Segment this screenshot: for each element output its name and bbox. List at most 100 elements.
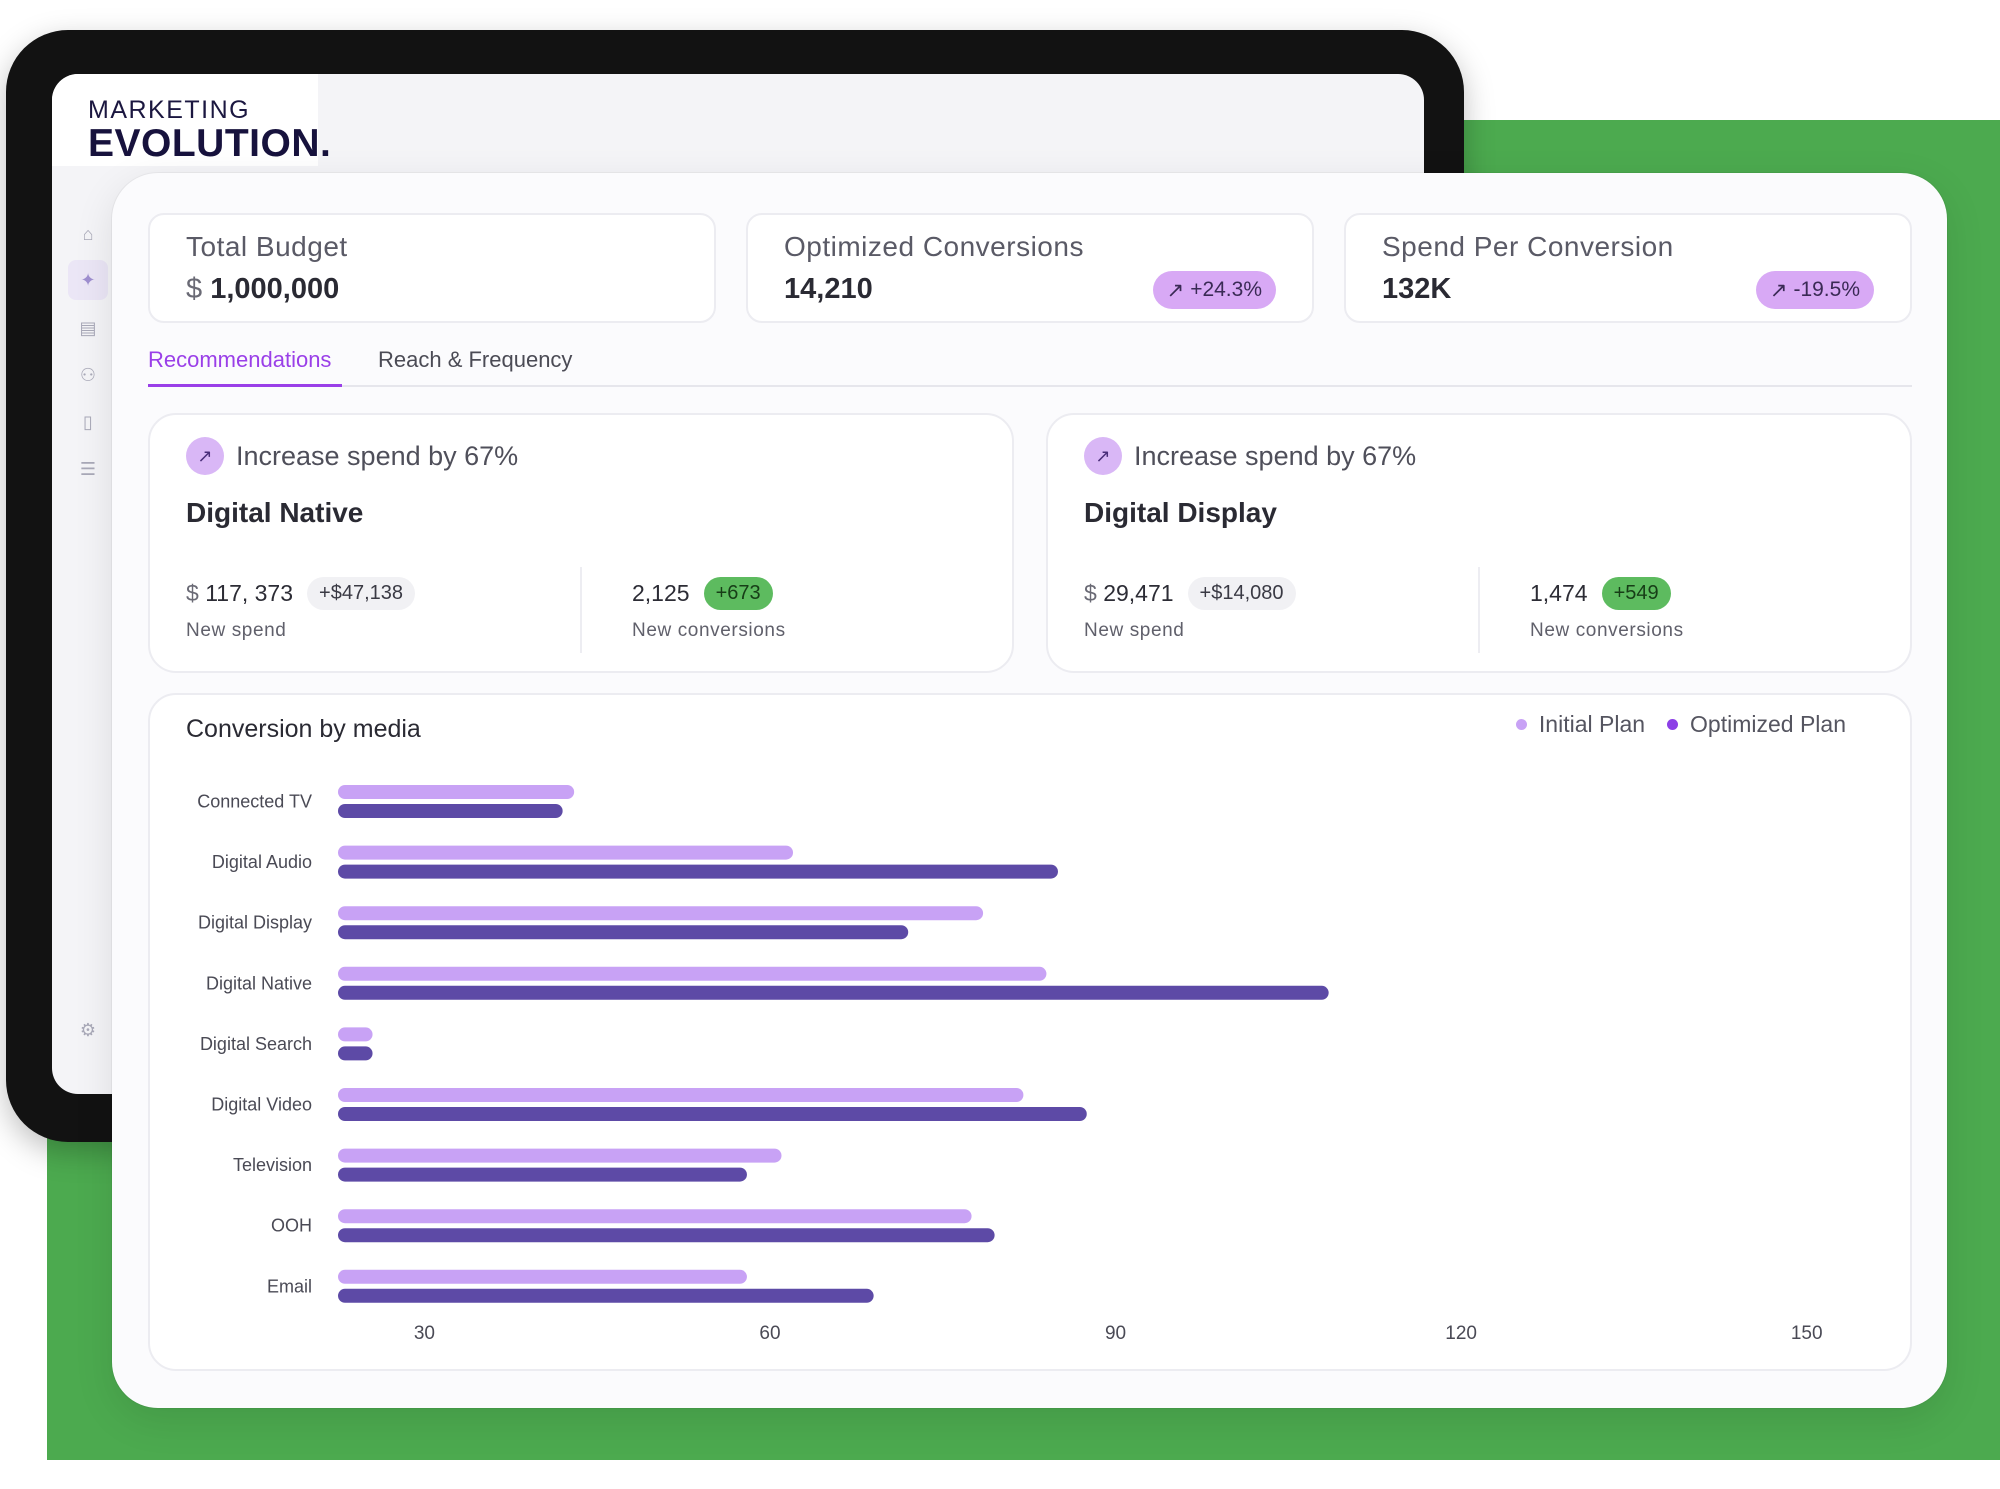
bar-optimized-digital-audio[interactable] [338, 864, 1058, 879]
bar-initial-television[interactable] [338, 1148, 782, 1163]
kpi-amount: 1,000,000 [210, 273, 340, 305]
new-spend-stat: $ 29,471 +$14,080 New spend [1084, 577, 1296, 642]
sparkle-icon[interactable]: ✦ [68, 260, 108, 300]
recommendation-headline: Increase spend by 67% [1134, 440, 1417, 471]
gear-icon[interactable]: ⚙ [79, 1019, 97, 1040]
conversions-delta-chip: +549 [1601, 577, 1671, 610]
stat-row: $ 117, 373 +$47,138 [186, 577, 415, 610]
document-icon[interactable]: ▯ [83, 411, 93, 432]
new-conversions-stat: 2,125 +673 New conversions [632, 577, 786, 642]
divider [580, 567, 582, 653]
recommendation-card-digital-display: ↗ Increase spend by 67% Digital Display … [1046, 413, 1912, 673]
tab-bar: Recommendations Reach & Frequency [148, 333, 1912, 387]
bar-optimized-digital-video[interactable] [338, 1107, 1087, 1121]
kpi-value: 14,210 [784, 273, 873, 305]
bar-initial-digital-audio[interactable] [338, 845, 794, 860]
legend-optimized-plan[interactable]: Optimized Plan [1667, 711, 1846, 738]
bar-initial-ooh[interactable] [338, 1209, 972, 1224]
kpi-spend-per-conversion: Spend Per Conversion 132K ↗ -19.5% [1344, 213, 1912, 323]
category-label: Connected TV [197, 792, 312, 812]
currency-symbol: $ [1084, 580, 1097, 606]
spend-value: $ 29,471 [1084, 580, 1174, 607]
bar-initial-email[interactable] [338, 1269, 747, 1284]
trend-up-icon: ↗ [186, 437, 224, 475]
sidebar: ⌂ ✦ ▤ ⚇ ▯ ☰ ⚙ [68, 214, 108, 1094]
logo-wordmark: EVOLUTION [88, 122, 321, 165]
bar-optimized-digital-search[interactable] [338, 1046, 373, 1061]
home-icon[interactable]: ⌂ [82, 223, 94, 244]
recommendation-header: ↗ Increase spend by 67% [186, 437, 518, 475]
stat-label: New spend [1084, 620, 1185, 641]
kpi-optimized-conversions: Optimized Conversions 14,210 ↗ +24.3% [746, 213, 1314, 323]
database-icon[interactable]: ☰ [79, 458, 97, 479]
kpi-title: Total Budget [186, 231, 348, 262]
chart-legend: Initial Plan Optimized Plan [1515, 711, 1846, 738]
stat-label: New conversions [632, 620, 786, 641]
stat-row: 2,125 +673 [632, 577, 786, 610]
category-label: Television [233, 1155, 312, 1175]
category-label: Digital Native [206, 973, 312, 993]
tab-recommendations[interactable]: Recommendations [148, 347, 331, 373]
x-tick-label: 60 [759, 1323, 780, 1344]
channel-name: Digital Display [1084, 497, 1277, 528]
change-value: -19.5% [1793, 278, 1860, 301]
kpi-title: Spend Per Conversion [1382, 231, 1674, 262]
spend-delta-chip: +$14,080 [1187, 577, 1296, 610]
dashboard-card: Total Budget $ 1,000,000 Optimized Conve… [112, 173, 1947, 1408]
legend-label: Initial Plan [1538, 711, 1646, 737]
bar-initial-connected-tv[interactable] [338, 785, 575, 799]
change-badge: ↗ -19.5% [1755, 271, 1874, 309]
divider [1478, 567, 1480, 653]
new-spend-stat: $ 117, 373 +$47,138 New spend [186, 577, 415, 642]
recommendation-headline: Increase spend by 67% [236, 440, 519, 471]
bar-optimized-digital-display[interactable] [338, 925, 909, 940]
logo-line-1: MARKETING [88, 96, 251, 124]
logo-line-2: EVOLUTION. [88, 122, 331, 166]
active-tab-indicator [148, 384, 342, 387]
chart-icon[interactable]: ▤ [79, 317, 97, 338]
bar-initial-digital-video[interactable] [338, 1088, 1024, 1102]
logo-dot: . [320, 122, 332, 165]
change-badge: ↗ +24.3% [1152, 271, 1276, 309]
bar-chart-svg: Connected TV Digital Audio Digital Display… [197, 785, 1823, 1344]
kpi-value: 132K [1382, 273, 1452, 305]
category-label: Digital Display [198, 913, 312, 933]
legend-label: Optimized Plan [1690, 711, 1846, 737]
category-label: Digital Audio [212, 852, 312, 872]
currency-symbol: $ [186, 273, 203, 305]
legend-dot-initial [1515, 719, 1527, 730]
spend-value: $ 117, 373 [186, 580, 293, 607]
tab-label: Reach & Frequency [378, 347, 573, 372]
chart-title: Conversion by media [186, 715, 421, 743]
bar-optimized-digital-native[interactable] [338, 985, 1329, 1000]
spend-amount: 29,471 [1103, 580, 1174, 606]
currency-symbol: $ [186, 580, 199, 606]
spend-delta-chip: +$47,138 [307, 577, 415, 610]
kpi-value: $ 1,000,000 [186, 273, 339, 306]
bar-initial-digital-search[interactable] [338, 1027, 373, 1042]
bar-optimized-email[interactable] [338, 1288, 874, 1303]
trend-up-icon: ↗ [1769, 278, 1788, 302]
stat-label: New spend [186, 620, 287, 641]
legend-dot-optimized [1667, 719, 1679, 730]
conversion-by-media-chart: Conversion by media Initial Plan Optimiz… [148, 693, 1912, 1371]
users-icon[interactable]: ⚇ [79, 364, 97, 385]
recommendation-card-digital-native: ↗ Increase spend by 67% Digital Native $… [148, 413, 1014, 673]
bar-optimized-television[interactable] [338, 1167, 747, 1182]
stat-row: 1,474 +549 [1530, 577, 1684, 610]
bar-optimized-ooh[interactable] [338, 1228, 995, 1243]
kpi-total-budget: Total Budget $ 1,000,000 [148, 213, 716, 323]
legend-initial-plan[interactable]: Initial Plan [1515, 711, 1646, 738]
bar-optimized-connected-tv[interactable] [338, 804, 563, 818]
bar-initial-digital-native[interactable] [338, 966, 1047, 981]
tab-reach-frequency[interactable]: Reach & Frequency [378, 347, 572, 373]
stat-label: New conversions [1530, 620, 1684, 641]
channel-name: Digital Native [186, 497, 364, 528]
category-label: OOH [271, 1216, 312, 1236]
x-tick-label: 150 [1791, 1323, 1823, 1344]
recommendation-header: ↗ Increase spend by 67% [1084, 437, 1416, 475]
conversions-value: 2,125 [632, 580, 690, 606]
change-value: +24.3% [1190, 278, 1262, 301]
bar-initial-digital-display[interactable] [338, 906, 984, 921]
stat-row: $ 29,471 +$14,080 [1084, 577, 1296, 610]
